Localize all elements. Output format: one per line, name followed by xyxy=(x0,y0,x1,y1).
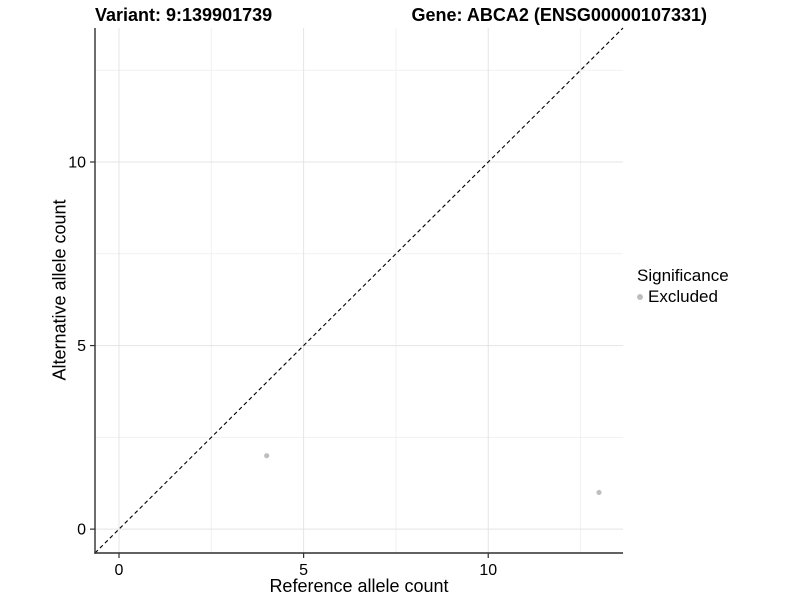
legend-item-label: Excluded xyxy=(648,287,718,306)
legend-title: Significance xyxy=(637,266,729,285)
data-point xyxy=(596,489,602,496)
y-tick-label: 10 xyxy=(68,155,86,172)
plot-title: Variant: 9:139901739 Gene: ABCA2 (ENSG00… xyxy=(95,4,707,26)
legend: Significance Excluded xyxy=(637,266,729,306)
x-tick-label: 0 xyxy=(115,562,124,579)
x-axis-title: Reference allele count xyxy=(269,576,449,596)
legend-point-icon xyxy=(637,293,643,300)
y-axis-title: Alternative allele count xyxy=(49,199,70,381)
identity-line xyxy=(94,27,624,554)
x-tick-label: 5 xyxy=(299,562,308,579)
y-tick-label: 5 xyxy=(77,338,86,355)
data-point xyxy=(264,453,270,459)
plot-title-gene: Gene: ABCA2 (ENSG00000107331) xyxy=(411,5,707,25)
plot-title-variant: Variant: 9:139901739 xyxy=(95,5,273,25)
x-tick-label: 10 xyxy=(479,562,497,579)
y-tick-label: 0 xyxy=(77,522,86,539)
legend-item: Excluded xyxy=(637,287,729,306)
